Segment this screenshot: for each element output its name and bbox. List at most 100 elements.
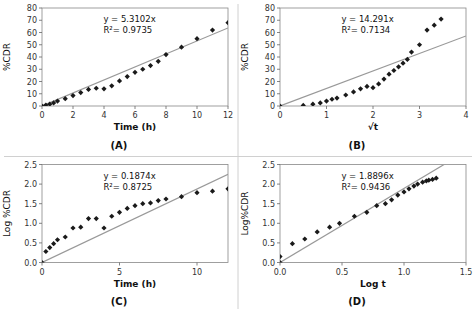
annotation: y = 1.8896x (341, 171, 393, 181)
y-tick-label: 1.0 (24, 219, 37, 228)
y-tick (277, 106, 280, 107)
x-tick-label: 5 (117, 268, 122, 277)
x-tick (228, 106, 229, 109)
y-tick (39, 20, 42, 21)
point (101, 86, 106, 91)
y-tick-label: 20 (27, 78, 37, 87)
point (280, 103, 283, 106)
y-tick-label: 0.5 (262, 239, 275, 248)
point (432, 23, 437, 28)
y-tick-label: 10 (27, 90, 37, 99)
x-tick (280, 263, 281, 266)
plot-area (42, 20, 228, 106)
y-axis-label: %CDR (240, 43, 250, 71)
y-tick-label: 60 (27, 29, 37, 38)
plot-frame (42, 165, 228, 263)
point (117, 210, 122, 215)
point (117, 78, 122, 83)
y-tick (277, 164, 280, 165)
y-tick (39, 164, 42, 165)
point (290, 241, 295, 246)
point (179, 45, 184, 50)
point (140, 67, 145, 72)
y-tick (39, 32, 42, 33)
point (280, 260, 283, 263)
y-tick-label: 2.0 (262, 180, 275, 189)
y-tick-label: 50 (27, 41, 37, 50)
x-tick-label: 6 (132, 111, 137, 120)
point (132, 70, 137, 75)
y-tick (39, 44, 42, 45)
x-tick-label: 8 (163, 111, 168, 120)
panel: 05100.00.51.01.52.02.5Time (h)Log %CDR(C… (2, 161, 231, 308)
point (343, 92, 348, 97)
y-tick-label: 0 (270, 102, 275, 111)
y-tick-label: 0.0 (24, 259, 37, 268)
annotation: y = 0.1874x (103, 171, 155, 181)
y-tick-label: 1.5 (24, 200, 37, 209)
trend-line (280, 165, 466, 263)
point (324, 99, 329, 104)
point (109, 83, 114, 88)
point (156, 59, 161, 64)
y-tick-label: 0.0 (262, 259, 275, 268)
point (301, 103, 306, 106)
y-tick-label: 1.0 (262, 219, 275, 228)
point (400, 61, 405, 66)
x-axis-label: Log t (360, 279, 386, 289)
x-tick-label: 10 (192, 111, 202, 120)
point (406, 186, 411, 191)
point (337, 221, 342, 226)
point (148, 200, 153, 205)
x-tick-label: 12 (223, 111, 233, 120)
point (318, 100, 323, 105)
point (391, 68, 396, 73)
annotation: R²= 0.9735 (103, 25, 152, 35)
y-tick-label: 50 (265, 41, 275, 50)
y-tick (39, 93, 42, 94)
point (101, 225, 106, 230)
y-tick (277, 184, 280, 185)
point (125, 206, 130, 211)
y-tick (277, 242, 280, 243)
y-tick-label: 2.5 (262, 161, 275, 170)
y-tick (39, 184, 42, 185)
x-tick (166, 106, 167, 109)
y-tick-label: 20 (265, 78, 275, 87)
x-tick-label: 0 (39, 111, 44, 120)
point (424, 27, 429, 32)
y-tick (39, 81, 42, 82)
annotation: y = 14.291x (341, 14, 393, 24)
y-tick-label: 70 (27, 16, 37, 25)
point (434, 176, 439, 181)
y-tick (39, 262, 42, 263)
panel-label: (B) (349, 140, 366, 151)
point (86, 87, 91, 92)
x-tick-label: 0.0 (274, 268, 287, 277)
point (70, 225, 75, 230)
x-tick (135, 106, 136, 109)
plot-frame (280, 8, 466, 106)
x-tick-label: 2 (370, 111, 375, 120)
y-tick (39, 203, 42, 204)
point (94, 216, 99, 221)
point (381, 76, 386, 81)
y-tick (277, 223, 280, 224)
x-tick-label: 0.5 (336, 268, 349, 277)
point (86, 216, 91, 221)
point (395, 192, 400, 197)
point (352, 214, 357, 219)
point (370, 85, 375, 90)
point (383, 201, 388, 206)
y-tick-label: 30 (265, 65, 275, 74)
point (94, 86, 99, 91)
x-tick (404, 263, 405, 266)
y-tick (277, 20, 280, 21)
x-tick-label: 10 (192, 268, 202, 277)
y-axis-label: %CDR (2, 43, 12, 71)
trend-line (280, 36, 466, 106)
y-tick (277, 81, 280, 82)
point (417, 42, 422, 47)
point (364, 84, 369, 89)
panel: 0123401020304050607080√t%CDR(B)y = 14.29… (240, 4, 469, 151)
